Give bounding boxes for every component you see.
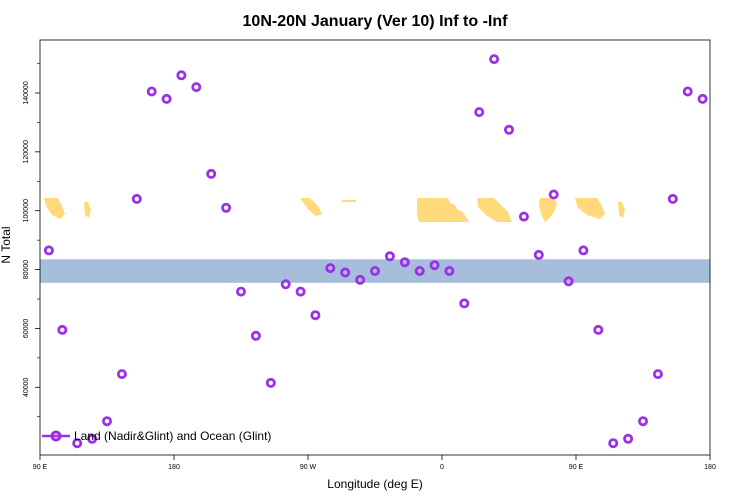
data-point	[310, 310, 321, 321]
land-caribbean	[342, 200, 356, 202]
data-point	[43, 245, 54, 256]
y-axis: 40000 60000 80000 100000 120000 140000	[23, 63, 40, 418]
land-indochina-right	[575, 198, 605, 219]
y-axis-label: N Total	[0, 226, 13, 263]
land-arabia	[477, 198, 512, 222]
data-point	[72, 438, 83, 449]
land-philippines	[84, 202, 91, 218]
x-tick-label: 90 W	[300, 464, 317, 471]
data-point	[265, 377, 276, 388]
data-point	[459, 298, 470, 309]
data-point	[250, 330, 261, 341]
data-points	[43, 54, 708, 449]
data-point	[563, 276, 574, 287]
land-central-america	[300, 198, 322, 216]
data-point	[533, 249, 544, 260]
land-indochina-left	[44, 198, 65, 219]
data-point	[608, 438, 619, 449]
legend: Land (Nadir&Glint) and Ocean (Glint)	[42, 429, 271, 443]
x-axis: 90 E 180 90 W 0 90 E 180	[33, 455, 716, 471]
data-point	[116, 369, 127, 380]
data-point	[280, 279, 291, 290]
data-point	[295, 286, 306, 297]
data-point	[57, 324, 68, 335]
data-point	[191, 82, 202, 93]
y-tick-label: 60000	[23, 319, 30, 339]
y-tick-label: 100000	[23, 199, 30, 222]
data-point	[176, 70, 187, 81]
data-point	[340, 267, 351, 278]
x-tick-label: 90 E	[569, 464, 584, 471]
data-point	[414, 265, 425, 276]
data-point	[518, 211, 529, 222]
data-point	[87, 433, 98, 444]
data-point	[146, 86, 157, 97]
data-point	[474, 107, 485, 118]
data-point	[235, 286, 246, 297]
data-point	[102, 416, 113, 427]
data-point	[652, 369, 663, 380]
data-point	[578, 245, 589, 256]
data-point	[638, 416, 649, 427]
data-point	[384, 251, 395, 262]
data-point	[444, 265, 455, 276]
data-point	[489, 54, 500, 65]
data-point	[667, 193, 678, 204]
data-point	[131, 193, 142, 204]
data-point	[161, 93, 172, 104]
y-tick-label: 120000	[23, 140, 30, 163]
chart-title: 10N-20N January (Ver 10) Inf to -Inf	[243, 13, 509, 30]
data-point	[697, 93, 708, 104]
x-tick-label: 0	[440, 464, 444, 471]
legend-label: Land (Nadir&Glint) and Ocean (Glint)	[74, 429, 271, 443]
x-tick-label: 90 E	[33, 464, 48, 471]
world-map-strip	[40, 198, 710, 283]
data-point	[325, 263, 336, 274]
data-point	[355, 274, 366, 285]
data-point	[593, 324, 604, 335]
y-tick-label: 140000	[23, 81, 30, 104]
data-point	[623, 433, 634, 444]
data-point	[221, 202, 232, 213]
land-india	[539, 198, 557, 222]
x-tick-label: 180	[704, 464, 716, 471]
data-point	[429, 260, 440, 271]
x-tick-label: 180	[168, 464, 180, 471]
land-north-africa	[417, 198, 469, 222]
plot-area: 40000 60000 80000 100000 120000 140000 90 E 18…	[23, 39, 716, 471]
data-point	[369, 265, 380, 276]
legend-marker	[50, 430, 62, 442]
land-philippines-right	[618, 202, 625, 218]
data-point	[503, 124, 514, 135]
data-point	[548, 189, 559, 200]
data-point	[399, 257, 410, 268]
data-point	[206, 168, 217, 179]
plot-frame	[39, 39, 711, 456]
y-tick-label: 40000	[23, 377, 30, 397]
ocean-band	[40, 259, 710, 283]
data-point	[682, 86, 693, 97]
y-tick-label: 80000	[23, 260, 30, 280]
x-axis-label: Longitude (deg E)	[327, 477, 422, 491]
